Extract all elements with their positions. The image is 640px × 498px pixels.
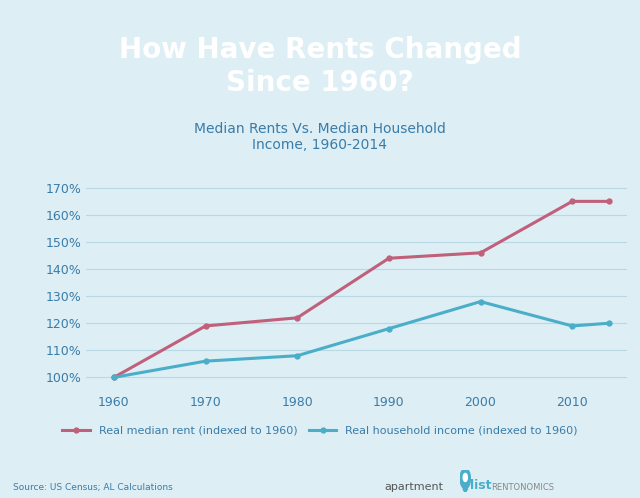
Text: list: list	[470, 479, 492, 492]
Text: How Have Rents Changed
Since 1960?: How Have Rents Changed Since 1960?	[118, 36, 522, 97]
Polygon shape	[463, 489, 468, 493]
Text: Median Rents Vs. Median Household
Income, 1960-2014: Median Rents Vs. Median Household Income…	[194, 122, 446, 152]
Circle shape	[460, 469, 470, 489]
Text: RENTONOMICS: RENTONOMICS	[492, 483, 554, 492]
Text: Source: US Census; AL Calculations: Source: US Census; AL Calculations	[13, 483, 173, 492]
Text: apartment: apartment	[384, 482, 443, 492]
Legend: Real median rent (indexed to 1960), Real household income (indexed to 1960): Real median rent (indexed to 1960), Real…	[58, 421, 582, 440]
Circle shape	[463, 474, 467, 482]
